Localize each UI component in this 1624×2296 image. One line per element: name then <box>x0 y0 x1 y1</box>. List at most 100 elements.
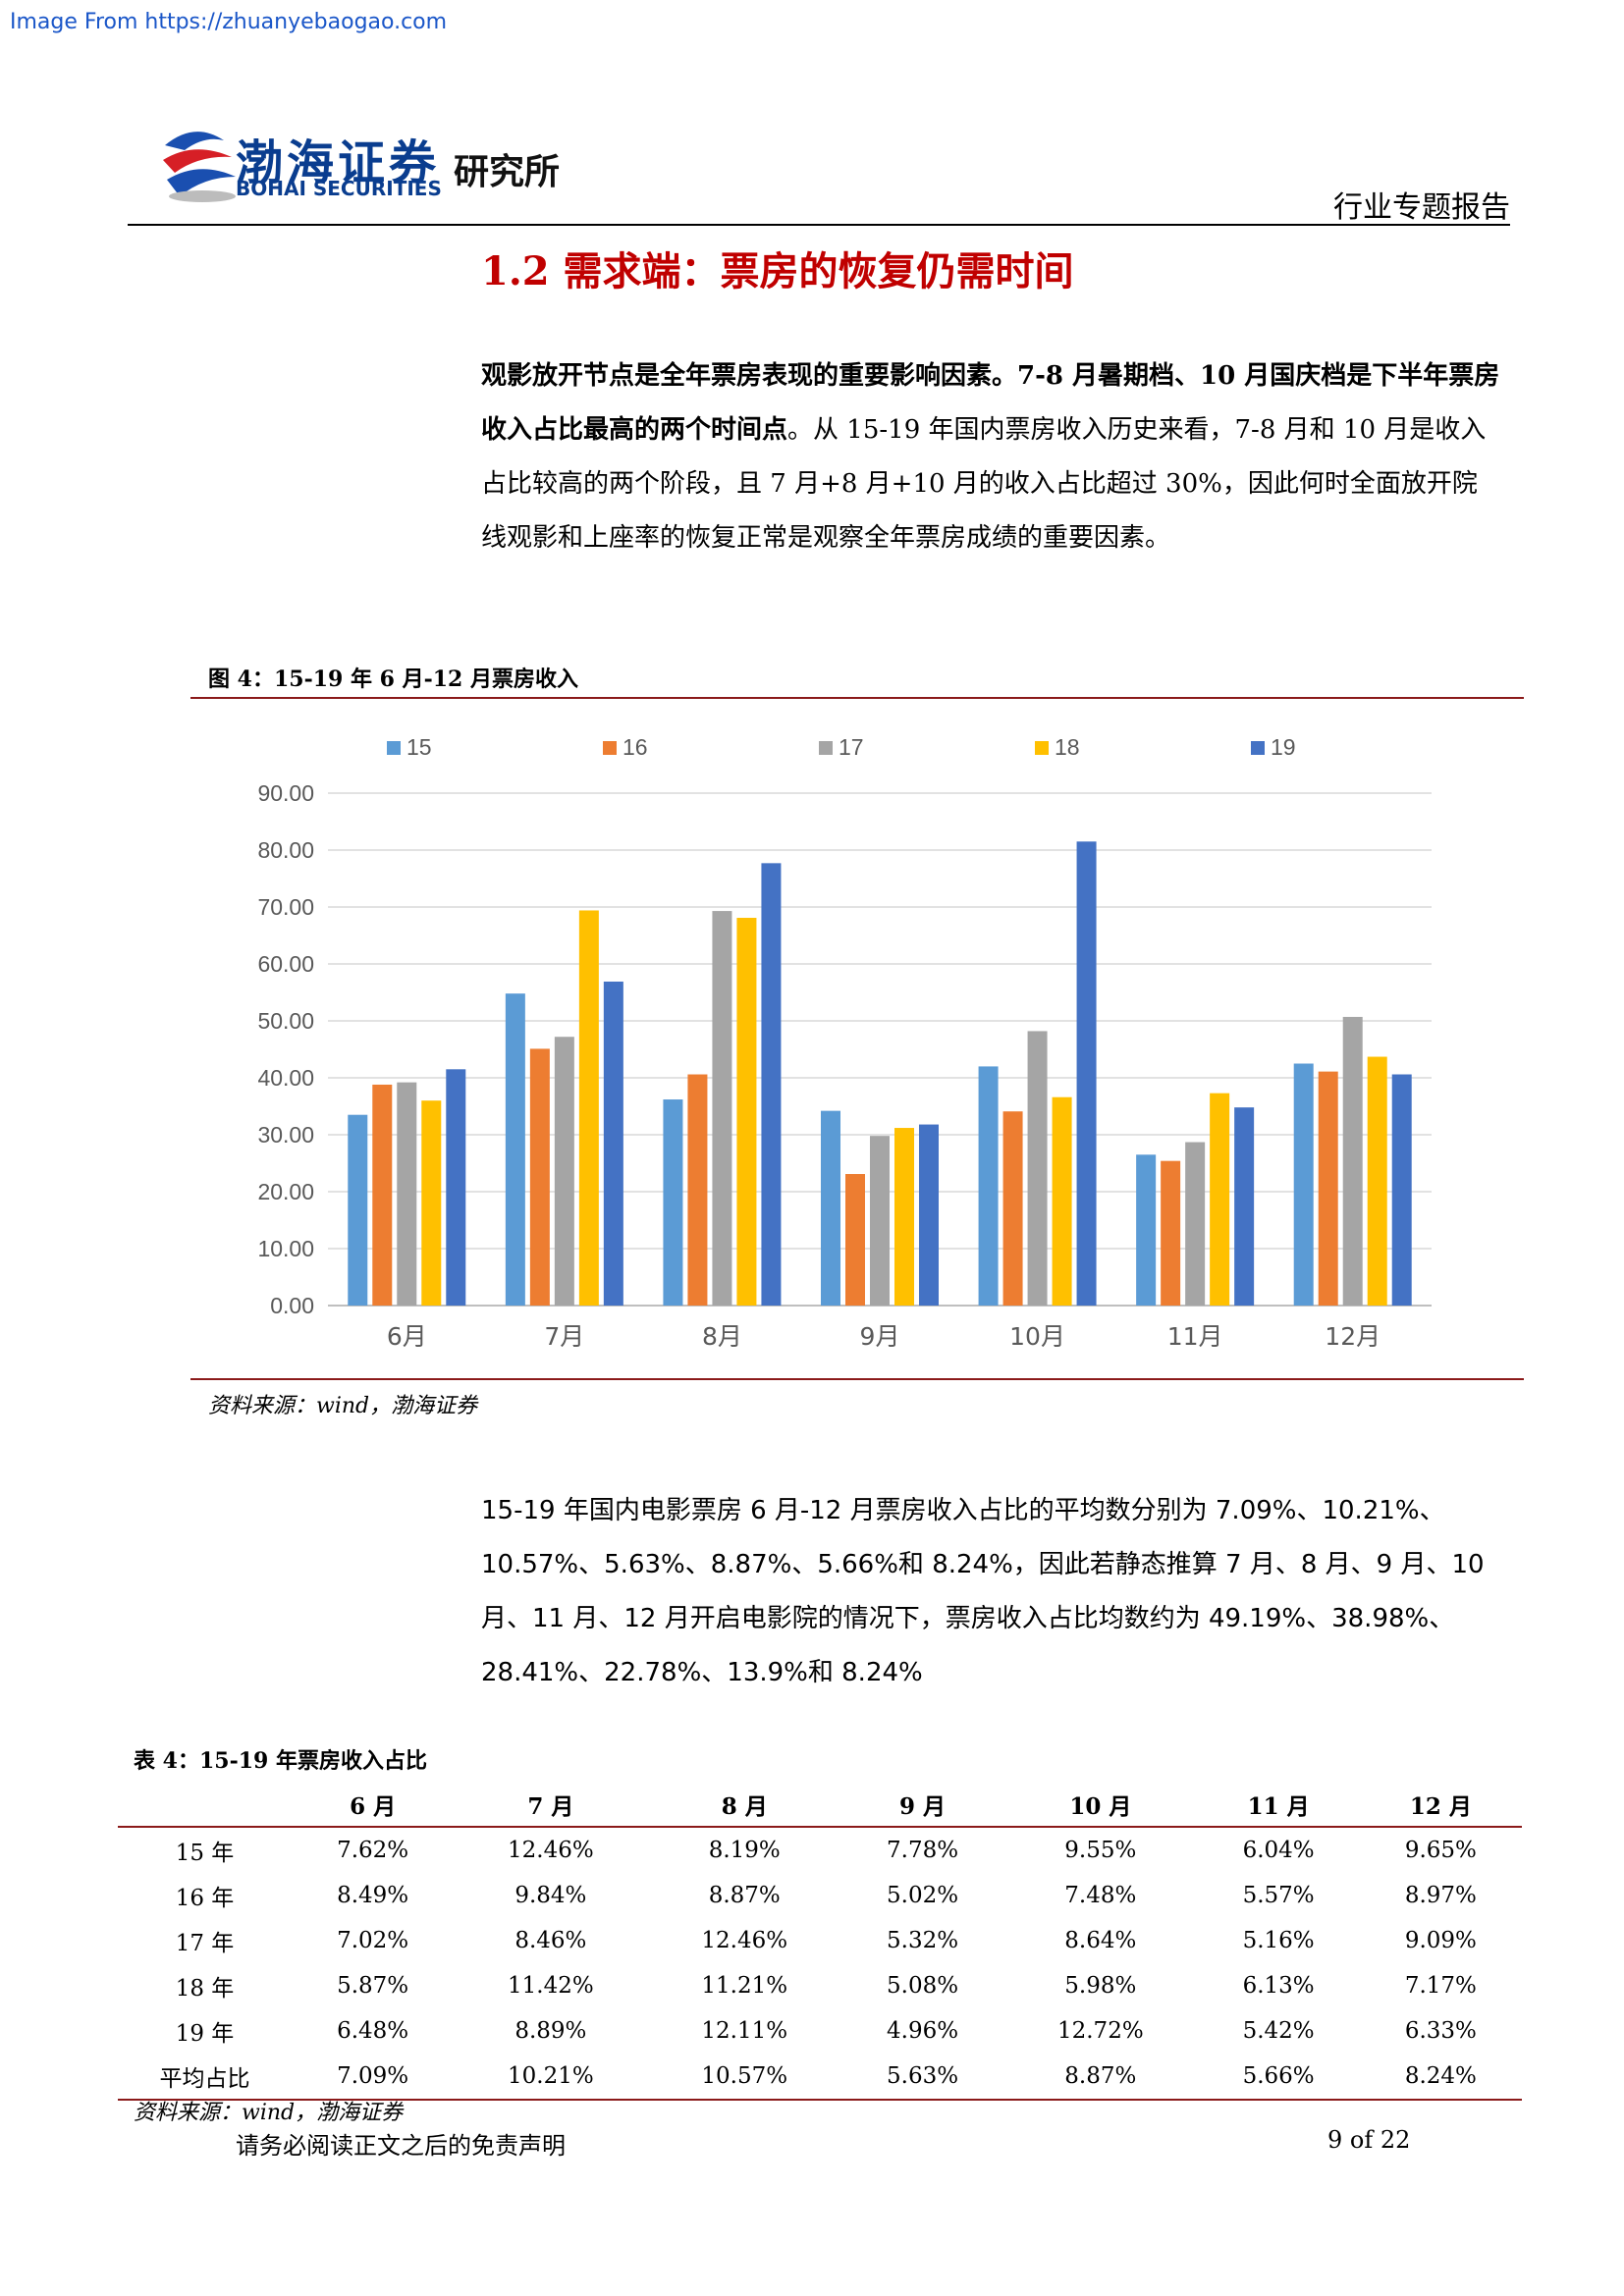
table-cell: 6.48% <box>337 2018 409 2044</box>
chart-bar <box>1052 1096 1072 1306</box>
table-cell: 12.72% <box>1056 2018 1144 2044</box>
table-cell: 12.11% <box>701 2018 788 2044</box>
paragraph-intro: 观影放开节点是全年票房表现的重要影响因素。7-8 月暑期档、10 月国庆档是下半… <box>481 349 1502 565</box>
chart-bar <box>372 1084 393 1306</box>
table-cell: 5.02% <box>887 1883 959 1908</box>
chart-legend-swatch <box>603 741 617 755</box>
page-number: 9 of 22 <box>1327 2126 1411 2154</box>
chart-x-tick-label: 7月 <box>544 1322 584 1351</box>
table-header-cell: 11 月 <box>1197 1783 1360 1828</box>
watermark-link[interactable]: Image From https://zhuanyebaogao.com <box>10 10 448 34</box>
chart-y-tick-label: 70.00 <box>257 894 314 920</box>
table-cell: 5.66% <box>1197 2054 1360 2101</box>
chart-bar <box>1210 1093 1230 1306</box>
table-cell: 10.57% <box>647 2054 841 2101</box>
table-row-label: 17 年 <box>175 1931 235 1956</box>
chart-legend-label: 16 <box>623 734 648 760</box>
table-cell: 7.48% <box>1064 1883 1137 1908</box>
table-header-cell: 10 月 <box>1003 1783 1198 1828</box>
chart-x-tick-label: 12月 <box>1325 1322 1380 1351</box>
table-cell: 9.09% <box>1404 1928 1477 1953</box>
table-row-label: 19 年 <box>175 2021 235 2047</box>
table-row-label: 16 年 <box>175 1886 235 1911</box>
table-cell: 6.04% <box>1242 1838 1315 1863</box>
figure-bottom-rule <box>190 1378 1524 1380</box>
company-name-en: BOHAI SECURITIES <box>236 177 442 200</box>
table-cell: 12.46% <box>508 1838 594 1863</box>
chart-bar <box>663 1099 683 1306</box>
chart-bar <box>1027 1031 1048 1306</box>
table-row: 15 年 7.62% 12.46% 8.19% 7.78% 9.55% 6.04% 9.65% <box>118 1827 1522 1873</box>
chart-y-tick-label: 50.00 <box>257 1008 314 1034</box>
chart-bar <box>978 1066 999 1306</box>
chart-bar <box>1293 1063 1314 1306</box>
table-cell: 8.87% <box>1003 2054 1198 2101</box>
chart-x-tick-label: 10月 <box>1009 1322 1065 1351</box>
chart-legend-swatch <box>1035 741 1049 755</box>
paragraph-intro-bold: 观影放开节点是全年票房表现的重要影响因素。7-8 月暑期档、10 月国庆档是下半… <box>481 361 1500 445</box>
table-title: 表 4：15-19 年票房收入占比 <box>134 1748 427 1774</box>
table-cell: 8.97% <box>1404 1883 1477 1908</box>
chart-legend-label: 19 <box>1271 734 1296 760</box>
chart-bar <box>1234 1107 1255 1306</box>
chart-bar <box>761 863 782 1306</box>
table-cell: 5.42% <box>1242 2018 1315 2044</box>
chart-bar <box>736 918 757 1306</box>
table-header-cell: 8 月 <box>647 1783 841 1828</box>
figure-title: 图 4：15-19 年 6 月-12 月票房收入 <box>208 667 579 692</box>
chart-bar <box>1161 1160 1181 1306</box>
header-divider <box>128 224 1510 226</box>
chart-bar <box>505 993 525 1306</box>
figure-top-rule <box>190 697 1524 699</box>
bohai-logo-icon <box>163 132 236 202</box>
table-cell: 8.87% <box>708 1883 781 1908</box>
figure-source: 资料来源：wind，渤海证券 <box>208 1394 478 1418</box>
table-header-cell: 12 月 <box>1359 1783 1522 1828</box>
table-source: 资料来源：wind，渤海证券 <box>134 2101 404 2125</box>
table-cell: 6.33% <box>1404 2018 1477 2044</box>
chart-bar <box>348 1114 368 1306</box>
chart-y-tick-label: 80.00 <box>257 837 314 863</box>
table-cell: 5.16% <box>1242 1928 1315 1953</box>
table-cell: 5.57% <box>1242 1883 1315 1908</box>
chart-legend-label: 15 <box>406 734 432 760</box>
table-row: 19 年 6.48% 8.89% 12.11% 4.96% 12.72% 5.42% 6.33… <box>118 2008 1522 2054</box>
table-cell: 12.46% <box>701 1928 788 1953</box>
table-cell: 6.13% <box>1242 1973 1315 1999</box>
footer-disclaimer: 请务必阅读正文之后的免责声明 <box>236 2132 566 2160</box>
chart-bar <box>1318 1071 1338 1306</box>
report-type: 行业专题报告 <box>1333 190 1510 225</box>
table-cell: 10.21% <box>454 2054 648 2101</box>
chart-bar <box>397 1082 417 1306</box>
table-header-cell: 7 月 <box>454 1783 648 1828</box>
chart-x-tick-label: 11月 <box>1167 1322 1223 1351</box>
chart-bar <box>1367 1056 1387 1306</box>
chart-bar <box>446 1069 466 1306</box>
chart-bar <box>919 1124 939 1306</box>
chart-y-tick-label: 60.00 <box>257 951 314 977</box>
table-cell: 4.96% <box>887 2018 959 2044</box>
chart-bar <box>554 1037 574 1306</box>
table-cell: 8.46% <box>514 1928 587 1953</box>
chart-bar <box>845 1174 865 1306</box>
chart-bar <box>1391 1074 1412 1306</box>
table-cell: 11.42% <box>508 1973 594 1999</box>
chart-x-tick-label: 9月 <box>860 1322 900 1351</box>
paragraph-average: 15-19 年国内电影票房 6 月-12 月票房收入占比的平均数分别为 7.09… <box>481 1496 1485 1687</box>
chart-bar <box>712 911 732 1306</box>
chart-legend-swatch <box>387 741 401 755</box>
chart-bar <box>821 1110 840 1306</box>
chart-bar <box>603 981 623 1306</box>
chart-x-tick-label: 6月 <box>387 1322 427 1351</box>
company-name-cn: 渤海证券 <box>236 135 441 190</box>
table-cell: 5.63% <box>840 2054 1004 2101</box>
chart-bar <box>1002 1111 1023 1306</box>
chart-y-tick-label: 0.00 <box>270 1293 314 1318</box>
chart-bar <box>687 1074 708 1306</box>
chart-bar <box>1342 1016 1363 1306</box>
table-row-label: 15 年 <box>175 1841 235 1866</box>
table-cell: 9.55% <box>1064 1838 1137 1863</box>
chart-y-tick-label: 90.00 <box>257 780 314 806</box>
